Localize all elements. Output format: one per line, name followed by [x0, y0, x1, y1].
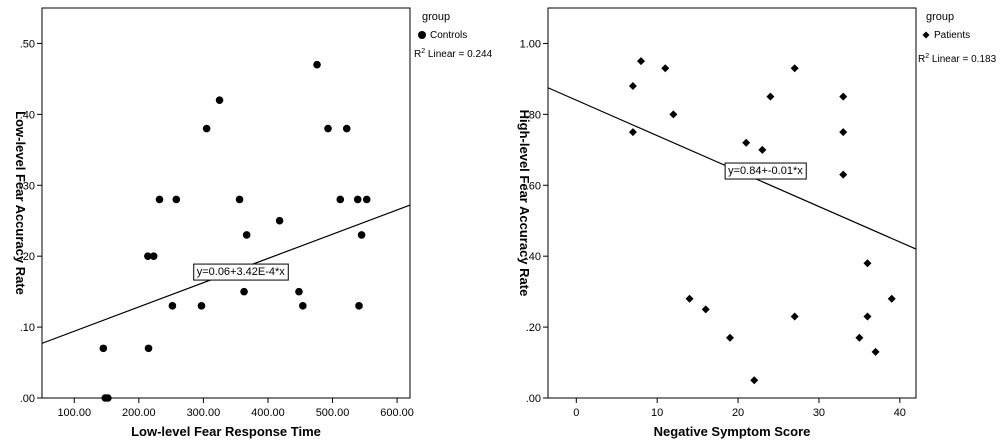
legend-marker [922, 31, 930, 39]
data-point [215, 96, 224, 104]
r2-superscript: 2 [925, 53, 929, 60]
x-tick-label: 600.00 [380, 407, 414, 419]
x-axis-title: Negative Symptom Score [654, 424, 811, 439]
data-point [863, 312, 872, 321]
y-tick-label: .40 [526, 251, 541, 263]
r2-value: Linear = 0.244 [425, 49, 492, 60]
plot-frame [41, 7, 411, 399]
fit-equation-box [193, 263, 289, 281]
y-axis-title: Low-level Fear Accuracy Rate [13, 111, 28, 295]
data-point [661, 64, 670, 73]
data-point [863, 259, 872, 268]
x-tick-label: 30 [813, 407, 825, 419]
data-point [202, 124, 211, 133]
fit-equation-box [724, 162, 807, 180]
data-point [336, 195, 345, 204]
data-point [725, 333, 734, 342]
y-tick-label: .20 [526, 322, 541, 334]
x-tick-label: 10 [651, 407, 663, 419]
data-point [750, 376, 759, 385]
legend-entry-label: Patients [934, 30, 970, 41]
data-point [887, 294, 896, 303]
data-point [99, 344, 108, 353]
r2-prefix: R [414, 49, 421, 60]
data-point [235, 195, 244, 204]
data-point [172, 195, 181, 204]
data-point [357, 231, 366, 239]
data-point [790, 312, 799, 321]
legend-title: group [926, 11, 954, 23]
chart-panel-2: .00 .20 .40 .60 .80 1.00 0 10 20 30 40 Negative Sym… [517, 7, 997, 439]
data-point [362, 195, 371, 204]
data-point [342, 124, 351, 133]
data-point [855, 333, 864, 342]
data-point [197, 302, 206, 310]
data-point [144, 344, 153, 353]
chart-panel-1: .00 .10 .20 .30 .40 .50 100.00 200.00 300.00 400.… [13, 7, 493, 439]
data-point [628, 82, 637, 90]
legend-r2-label: R2 Linear = 0.244 [414, 48, 493, 60]
legend-marker [418, 31, 426, 39]
data-point [104, 394, 112, 402]
data-point [353, 195, 362, 204]
y-tick-label: .50 [20, 38, 35, 50]
legend-entry-label: Controls [430, 30, 467, 41]
x-tick-label: 400.00 [251, 407, 285, 419]
data-point [275, 216, 284, 225]
data-point [637, 57, 646, 66]
data-point [299, 302, 307, 310]
data-point [355, 302, 363, 310]
x-tick-label: 20 [732, 407, 744, 419]
y-tick-label: .60 [526, 180, 541, 192]
x-tick-label: 100.00 [57, 407, 91, 419]
plot-frame [547, 7, 917, 399]
data-point [839, 170, 848, 179]
data-point [155, 195, 164, 204]
x-tick-label: 300.00 [187, 407, 221, 419]
data-point [742, 138, 751, 147]
data-point [871, 347, 880, 356]
r2-value: Linear = 0.183 [929, 54, 996, 65]
y-tick-label: .20 [20, 251, 35, 263]
data-point [758, 145, 767, 154]
data-point [313, 60, 321, 69]
y-tick-label: .10 [20, 322, 35, 334]
r2-prefix: R [918, 54, 925, 65]
x-axis-title: Low-level Fear Response Time [131, 424, 321, 439]
data-point [240, 287, 248, 296]
data-point [766, 92, 775, 101]
legend-r2-label: R2 Linear = 0.183 [918, 53, 997, 65]
y-tick-label: .80 [526, 109, 541, 121]
x-tick-label: 500.00 [316, 407, 350, 419]
data-point [628, 128, 637, 137]
x-tick-label: 40 [894, 407, 906, 419]
y-axis-title: High-level Fear Accuracy Rate [517, 110, 532, 297]
data-point [149, 252, 158, 260]
x-tick-label: 0 [573, 407, 579, 419]
data-point [790, 64, 799, 73]
y-tick-label: .40 [20, 109, 35, 121]
y-tick-label: .00 [526, 393, 541, 405]
data-point [669, 110, 678, 119]
data-point [324, 124, 332, 133]
data-point [685, 294, 694, 303]
fit-equation-label: y=0.06+3.42E-4*x [197, 266, 286, 278]
r2-superscript: 2 [421, 48, 425, 55]
y-tick-label: 1.00 [520, 38, 541, 50]
data-point [839, 128, 848, 137]
y-tick-label: .30 [20, 180, 35, 192]
data-point [839, 92, 848, 101]
legend-title: group [422, 11, 450, 23]
data-point [295, 287, 303, 296]
x-tick-label: 200.00 [122, 407, 156, 419]
data-point [168, 302, 177, 310]
y-tick-label: .00 [20, 393, 35, 405]
fit-equation-label: y=0.84+-0.01*x [728, 165, 803, 177]
data-point [144, 252, 152, 260]
data-point [242, 231, 251, 239]
data-point [701, 305, 710, 314]
